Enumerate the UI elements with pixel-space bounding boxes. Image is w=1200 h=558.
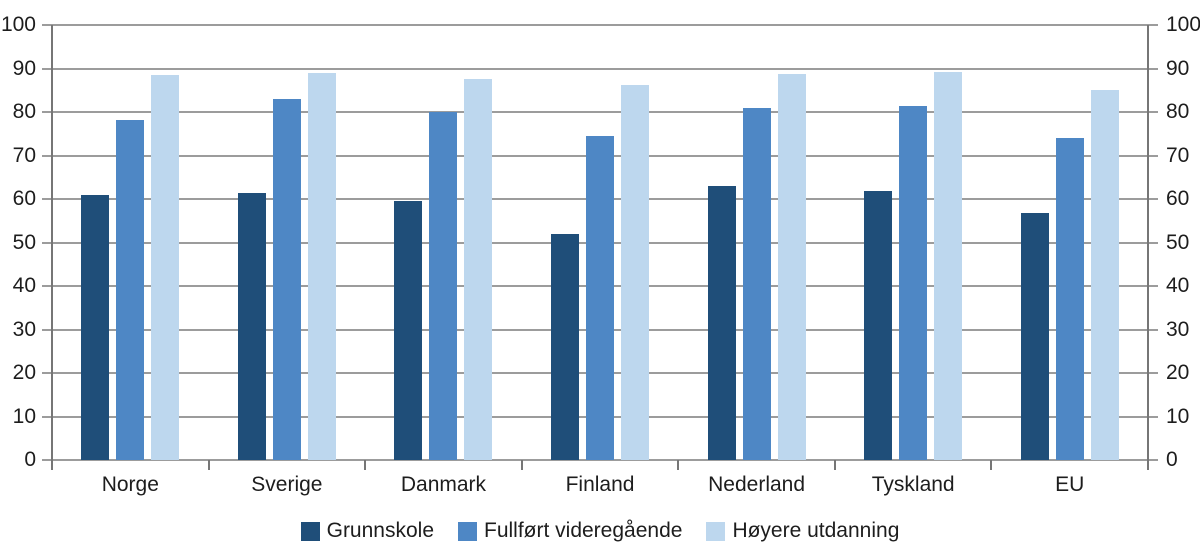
bar-finland-grunnskole — [551, 233, 579, 460]
chart-legend: Grunnskole Fullført videregående Høyere … — [0, 518, 1200, 544]
x-axis-tick — [207, 460, 210, 470]
y-axis-tick-label-left: 30 — [12, 317, 36, 341]
y-axis-tick-label-left: 40 — [12, 274, 36, 297]
y-axis-line-right — [1147, 25, 1149, 470]
bar-finland-hoyere-utdanning — [621, 85, 649, 460]
bar-tyskland-hoyere-utdanning — [934, 71, 963, 460]
x-axis-tick — [1147, 460, 1149, 470]
y-axis-tick-label-left: 60 — [12, 187, 36, 210]
y-axis-tick-label-right: 40 — [1166, 274, 1190, 297]
legend-swatch-icon — [458, 521, 477, 541]
x-axis-label: Finland — [565, 473, 635, 496]
x-axis-label: Tyskland — [871, 473, 955, 496]
y-axis-tick-label-left: 80 — [12, 100, 36, 123]
y-axis-tick-label-left: 50 — [12, 230, 36, 254]
plot-area — [42, 24, 1158, 470]
y-axis-line-left — [51, 25, 53, 470]
x-axis-tick — [990, 460, 993, 470]
gridline — [42, 459, 1158, 461]
y-axis-tick-label-right: 10 — [1166, 404, 1190, 428]
y-axis-tick-label-right: 20 — [1166, 361, 1190, 384]
bar-eu-grunnskole — [1020, 212, 1049, 460]
legend-label: Høyere utdanning — [732, 519, 900, 542]
x-axis-tick — [677, 460, 680, 470]
x-axis-label: EU — [1055, 473, 1085, 496]
y-axis-tick-label-right: 80 — [1166, 100, 1190, 123]
legend-swatch-icon — [706, 521, 726, 541]
bar-eu-fullfort-videregaende — [1055, 138, 1084, 460]
gridline — [42, 67, 1158, 70]
y-axis-tick-label-right: 50 — [1166, 230, 1190, 254]
gridline — [42, 24, 1158, 26]
bar-danmark-fullfort-videregaende — [429, 112, 458, 460]
y-axis-tick-label-left: 20 — [12, 361, 36, 384]
bar-sverige-fullfort-videregaende — [272, 98, 301, 460]
bar-eu-hoyere-utdanning — [1090, 89, 1119, 460]
legend-swatch-icon — [300, 521, 320, 541]
bar-danmark-grunnskole — [394, 201, 423, 460]
legend-item-grunnskole: Grunnskole — [300, 518, 434, 544]
x-axis-labels: Norge Sverige Danmark Finland Nederland … — [52, 472, 1148, 498]
y-axis-tick-label-left: 100 — [0, 13, 36, 36]
bar-norge-grunnskole — [81, 194, 110, 460]
x-axis-label: Sverige — [251, 473, 323, 496]
y-axis-tick-label-right: 100 — [1166, 13, 1200, 36]
bar-nederland-hoyere-utdanning — [777, 74, 806, 460]
legend-item-hoyere-utdanning: Høyere utdanning — [706, 518, 899, 544]
y-axis-tick-label-left: 70 — [12, 143, 36, 167]
bar-sverige-grunnskole — [237, 192, 266, 460]
x-axis-tick — [833, 460, 836, 470]
bar-finland-fullfort-videregaende — [586, 135, 614, 460]
bar-danmark-hoyere-utdanning — [464, 79, 493, 460]
legend-label: Grunnskole — [326, 519, 434, 542]
x-axis-tick — [51, 460, 53, 470]
y-axis-tick-label-right: 0 — [1166, 448, 1178, 471]
legend-label: Fullført videregående — [484, 519, 683, 542]
y-axis-tick-label-left: 90 — [12, 56, 36, 80]
bar-norge-fullfort-videregaende — [116, 119, 145, 460]
x-axis-label: Norge — [101, 473, 159, 496]
y-axis-tick-label-left: 0 — [24, 448, 36, 471]
x-axis-tick — [520, 460, 523, 470]
x-axis-label: Nederland — [708, 473, 806, 496]
bar-norge-hoyere-utdanning — [151, 74, 180, 460]
y-axis-tick-label-left: 10 — [12, 404, 36, 428]
y-axis-tick-label-right: 70 — [1166, 143, 1190, 167]
x-axis-label: Danmark — [400, 473, 487, 496]
legend-item-fullfort-videregaende: Fullført videregående — [458, 518, 682, 544]
bar-nederland-grunnskole — [707, 185, 736, 460]
bar-tyskland-grunnskole — [864, 190, 893, 460]
gridline — [42, 111, 1158, 113]
bar-sverige-hoyere-utdanning — [307, 73, 336, 460]
bar-tyskland-fullfort-videregaende — [899, 105, 928, 460]
x-axis-tick — [364, 460, 367, 470]
y-axis-tick-label-right: 60 — [1166, 187, 1190, 210]
y-axis-tick-label-right: 30 — [1166, 317, 1190, 341]
bar-nederland-fullfort-videregaende — [742, 107, 771, 460]
y-axis-tick-label-right: 90 — [1166, 56, 1190, 80]
